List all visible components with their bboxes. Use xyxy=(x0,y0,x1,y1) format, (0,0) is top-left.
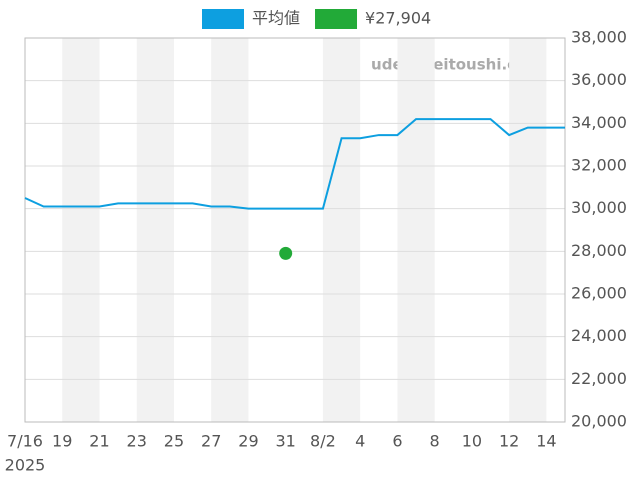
y-tick-label: 20,000 xyxy=(571,412,627,431)
y-tick-label: 26,000 xyxy=(571,284,627,303)
y-tick-label: 24,000 xyxy=(571,326,627,345)
band xyxy=(397,38,435,422)
plot-border xyxy=(24,37,566,423)
legend-label: ¥27,904 xyxy=(365,9,431,28)
x-tick-label: 14 xyxy=(536,432,556,451)
x-tick-label: 31 xyxy=(276,432,296,451)
x-tick-label: 4 xyxy=(355,432,365,451)
x-tick-label: 21 xyxy=(89,432,109,451)
x-tick-label: 27 xyxy=(201,432,221,451)
band xyxy=(62,38,100,422)
y-tick-label: 38,000 xyxy=(571,28,627,47)
x-tick-label: 25 xyxy=(164,432,184,451)
legend-swatch xyxy=(202,9,244,29)
point xyxy=(279,246,293,260)
y-tick-label: 28,000 xyxy=(571,241,627,260)
x-tick-label: 29 xyxy=(238,432,258,451)
legend-label: 平均値 xyxy=(252,9,300,28)
x-sublabel: 2025 xyxy=(5,456,46,475)
line xyxy=(24,118,565,210)
band xyxy=(322,38,361,422)
x-tick-label: 12 xyxy=(499,432,519,451)
x-tick-label: 7/16 xyxy=(7,432,43,451)
y-tick-label: 32,000 xyxy=(571,156,627,175)
x-tick-label: 6 xyxy=(392,432,402,451)
x-tick-label: 8 xyxy=(430,432,440,451)
band xyxy=(136,38,174,422)
x-tick-label: 8/2 xyxy=(310,432,336,451)
y-tick-label: 22,000 xyxy=(571,369,627,388)
x-tick-label: 23 xyxy=(127,432,147,451)
x-tick-label: 10 xyxy=(462,432,482,451)
band xyxy=(509,38,547,422)
x-tick-label: 19 xyxy=(52,432,72,451)
y-tick-label: 36,000 xyxy=(571,70,627,89)
legend-swatch xyxy=(315,9,358,29)
band xyxy=(211,38,249,422)
y-tick-label: 30,000 xyxy=(571,198,627,217)
y-tick-label: 34,000 xyxy=(571,113,627,132)
